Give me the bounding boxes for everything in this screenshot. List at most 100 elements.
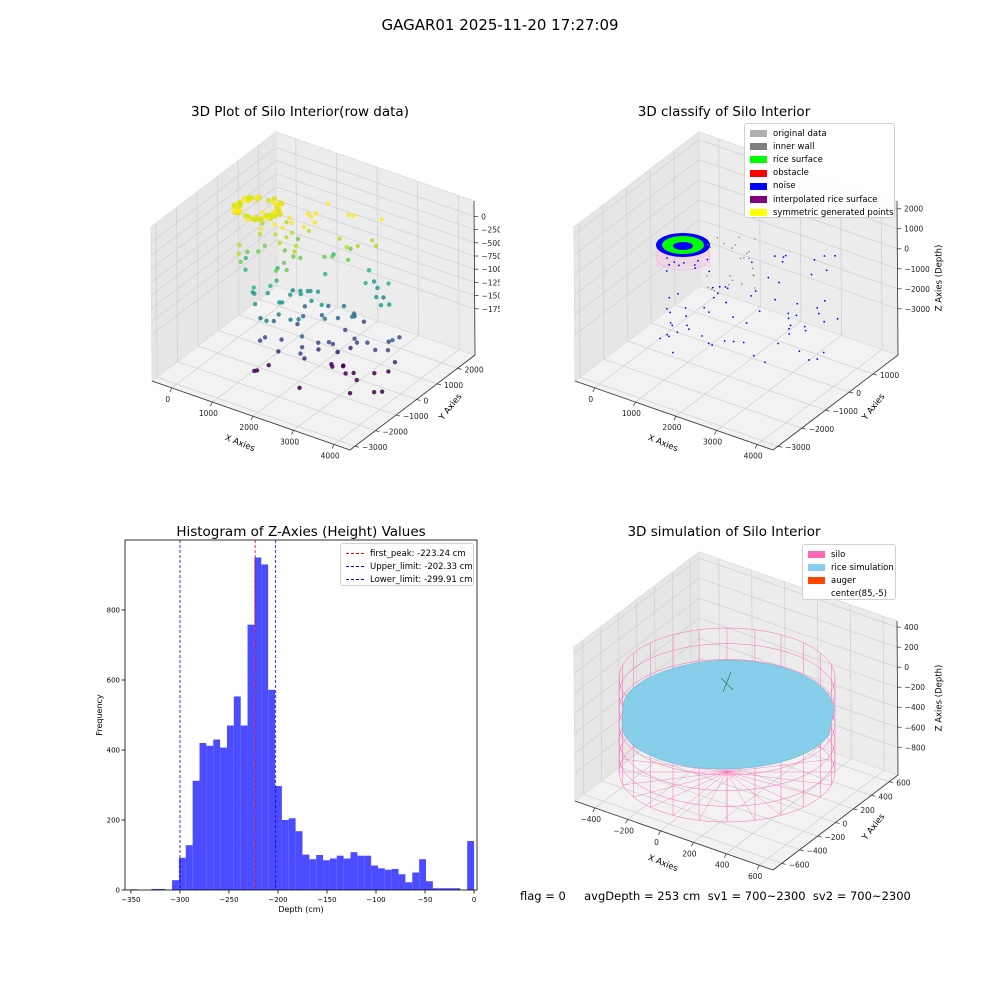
p1-data-point bbox=[326, 303, 331, 309]
legend-label: rice surface bbox=[773, 154, 823, 165]
p4-z-tick-label: 200 bbox=[904, 643, 919, 652]
p2-noise-point bbox=[787, 312, 790, 315]
p1-data-point bbox=[289, 220, 294, 226]
p1-data-point bbox=[251, 285, 256, 290]
p2-original-point bbox=[748, 250, 750, 253]
p2-noise-point bbox=[795, 314, 798, 317]
histogram-legend: first_peak: -223.24 cm Upper_limit: -202.… bbox=[340, 543, 474, 586]
p1-data-point bbox=[329, 361, 334, 367]
p2-noise-point bbox=[693, 264, 696, 266]
p2-y-axis-line bbox=[772, 354, 899, 451]
legend-swatch bbox=[750, 196, 767, 204]
p2-noise-point bbox=[798, 350, 801, 353]
p1-data-point bbox=[281, 260, 287, 266]
p1-data-point bbox=[309, 298, 314, 304]
p2-noise-point bbox=[666, 257, 668, 259]
silo-floor-spoke bbox=[726, 771, 782, 816]
p2-noise-point bbox=[803, 325, 806, 328]
p2-noise-point bbox=[778, 281, 781, 284]
p2-noise-point bbox=[774, 298, 777, 301]
panel3-title: Histogram of Z-Axies (Height) Values bbox=[176, 524, 426, 540]
p1-data-point bbox=[237, 242, 242, 248]
legend-entry: obstacle bbox=[750, 167, 889, 180]
x-axis-title: Depth (cm) bbox=[278, 905, 323, 914]
p2-noise-point bbox=[750, 295, 753, 297]
p4-x-axis-line bbox=[574, 800, 774, 871]
p2-y-tick bbox=[777, 445, 783, 448]
p2-x-tick-label: 1000 bbox=[622, 409, 641, 418]
p1-data-point bbox=[374, 294, 379, 300]
legend-swatch bbox=[808, 577, 825, 585]
p1-data-point bbox=[351, 213, 356, 218]
p2-noise-point bbox=[711, 344, 714, 346]
legend-entry: first_peak: -223.24 cm bbox=[346, 547, 468, 560]
x-tick-label: −100 bbox=[366, 896, 385, 904]
p1-z-grid bbox=[151, 186, 475, 283]
p2-original-point bbox=[709, 246, 712, 249]
p1-y-tick-label: 0 bbox=[424, 396, 429, 405]
p1-data-point bbox=[355, 243, 360, 249]
p1-data-point bbox=[252, 217, 258, 223]
p2-original-point bbox=[738, 236, 741, 239]
p1-data-point bbox=[262, 243, 267, 248]
p1-z-tick-label: −1000 bbox=[481, 265, 500, 274]
p1-data-point bbox=[257, 232, 263, 237]
p2-original-point bbox=[745, 252, 748, 255]
silo-floor-spoke bbox=[726, 771, 804, 808]
p2-noise-point bbox=[716, 292, 719, 295]
p4-x-tick bbox=[658, 830, 661, 835]
p2-noise-point bbox=[808, 359, 810, 361]
legend-entry: center(85,-5) bbox=[808, 588, 890, 601]
p2-noise-point bbox=[784, 254, 787, 257]
p1-y-axis-title: Y Axies bbox=[437, 392, 465, 424]
p1-data-point bbox=[236, 200, 242, 206]
p1-data-point bbox=[330, 341, 336, 347]
p1-data-point bbox=[343, 371, 348, 376]
histogram-bar bbox=[288, 818, 296, 890]
p1-y-tick-label: −3000 bbox=[362, 443, 388, 452]
p4-y-tick bbox=[781, 862, 786, 865]
p4-x-tick-label: 400 bbox=[715, 861, 730, 870]
p2-noise-point bbox=[724, 286, 727, 288]
p1-data-point bbox=[344, 244, 350, 250]
p1-data-point bbox=[352, 336, 357, 341]
p1-y-tick bbox=[395, 414, 401, 417]
p2-noise-point bbox=[673, 261, 676, 264]
legend-label: auger bbox=[831, 575, 856, 586]
p2-z-grid bbox=[574, 219, 898, 316]
p1-y-tick-label: 1000 bbox=[444, 381, 463, 390]
p1-data-point bbox=[258, 226, 264, 232]
legend-label: rice simulation bbox=[831, 562, 894, 573]
p1-data-point bbox=[301, 224, 307, 230]
p4-y-axis-line bbox=[772, 774, 899, 871]
p1-data-point bbox=[258, 216, 264, 222]
histogram-bar bbox=[213, 739, 221, 890]
p1-data-point bbox=[291, 254, 296, 259]
p1-x-tick bbox=[291, 430, 294, 435]
p2-x-tick-label: 0 bbox=[588, 395, 593, 404]
p2-noise-point bbox=[665, 307, 668, 310]
x-tick-label: −350 bbox=[121, 896, 140, 904]
p1-data-point bbox=[381, 295, 386, 300]
p1-data-point bbox=[273, 268, 279, 273]
legend-entry: auger bbox=[808, 574, 890, 587]
p4-x-grid bbox=[726, 604, 852, 855]
p2-y-grid bbox=[578, 223, 779, 447]
silo-floor-spoke bbox=[672, 771, 728, 816]
p1-x-tick-label: 4000 bbox=[321, 451, 340, 460]
p1-y-tick bbox=[416, 399, 421, 401]
p4-y-tick bbox=[853, 808, 858, 811]
p2-noise-point bbox=[682, 261, 685, 264]
p2-noise-point bbox=[788, 333, 791, 335]
legend-swatch bbox=[808, 551, 825, 559]
p1-data-point bbox=[374, 243, 379, 248]
legend-label: inner wall bbox=[773, 141, 815, 152]
p1-data-point bbox=[279, 337, 284, 342]
p1-z-tick-label: −750 bbox=[481, 252, 500, 261]
legend-label: symmetric generated points bbox=[773, 207, 894, 218]
legend-label: first_peak: -223.24 cm bbox=[370, 548, 466, 559]
histogram-bar bbox=[302, 854, 310, 890]
p1-y-tick bbox=[457, 367, 462, 370]
histogram-bar bbox=[350, 852, 358, 890]
p1-data-point bbox=[257, 338, 263, 343]
